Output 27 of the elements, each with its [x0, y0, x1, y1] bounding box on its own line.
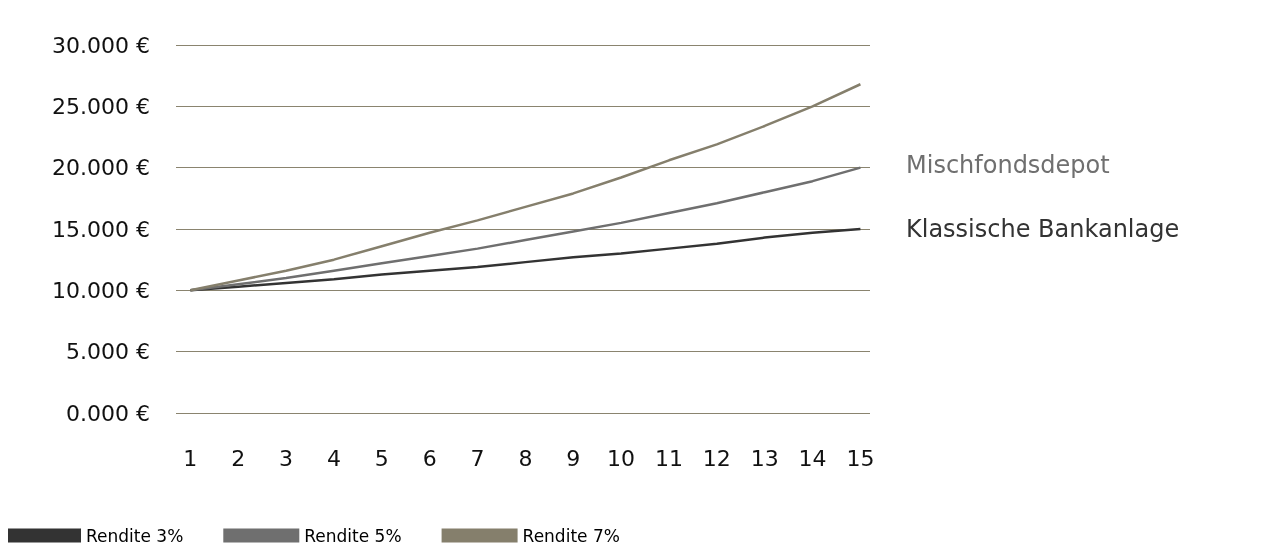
x-tick-label: 10 — [607, 445, 636, 471]
y-tick-label: 20.000 € — [52, 155, 150, 181]
y-tick-label: 0.000 € — [66, 400, 150, 426]
text: Mischfondsdepot — [906, 151, 1110, 179]
y-tick-label: 5.000 € — [66, 339, 150, 365]
legend-label: Rendite 7% — [522, 525, 620, 546]
y-tick-label: 10.000 € — [52, 277, 150, 303]
legend-label: Rendite 5% — [304, 525, 402, 546]
x-tick-label: 12 — [702, 445, 731, 471]
text: Klassische Bankanlage — [906, 215, 1180, 243]
legend-label: Rendite 3% — [86, 525, 184, 546]
x-tick-label: 6 — [422, 445, 437, 471]
x-tick-label: 3 — [279, 445, 294, 471]
x-tick-label: 2 — [231, 445, 246, 471]
y-tick-label: 15.000 € — [52, 216, 150, 242]
x-tick-label: 5 — [374, 445, 389, 471]
x-tick-label: 8 — [518, 445, 533, 471]
x-tick-label: 15 — [846, 445, 875, 471]
x-tick-label: 11 — [654, 445, 683, 471]
y-tick-label: 30.000 € — [52, 32, 150, 58]
x-tick-label: 14 — [798, 445, 827, 471]
x-tick-label: 1 — [183, 445, 198, 471]
x-tick-label: 13 — [750, 445, 779, 471]
y-tick-label: 25.000 € — [52, 93, 150, 119]
x-tick-label: 9 — [566, 445, 581, 471]
x-tick-label: 7 — [470, 445, 485, 471]
x-tick-label: 4 — [326, 445, 341, 471]
